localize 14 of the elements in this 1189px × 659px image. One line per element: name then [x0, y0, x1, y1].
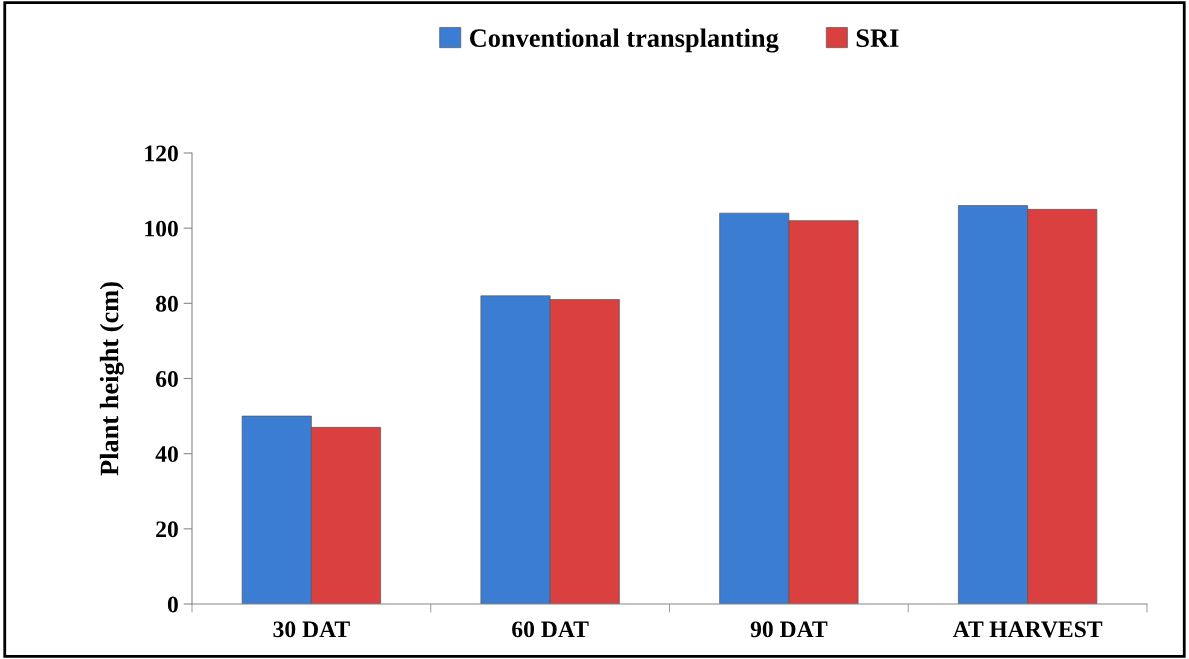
- x-tick-label: AT HARVEST: [952, 621, 1103, 638]
- legend-label: SRI: [856, 29, 899, 48]
- y-tick-label: 20: [156, 521, 178, 538]
- x-tick-label: 30 DAT: [273, 621, 350, 638]
- x-tick-label: 90 DAT: [750, 621, 828, 638]
- x-tick-label: 60 DAT: [512, 621, 589, 638]
- legend-label: Conventional transplanting: [469, 28, 779, 53]
- y-tick-label: 40: [155, 446, 178, 463]
- y-tick-label: 120: [145, 145, 178, 162]
- y-tick-label: 60: [156, 370, 178, 387]
- y-axis-title: Plant height (cm): [99, 282, 124, 476]
- y-tick-label: 100: [145, 220, 178, 237]
- y-tick-label: 0: [167, 596, 178, 613]
- y-tick-label: 80: [155, 295, 178, 312]
